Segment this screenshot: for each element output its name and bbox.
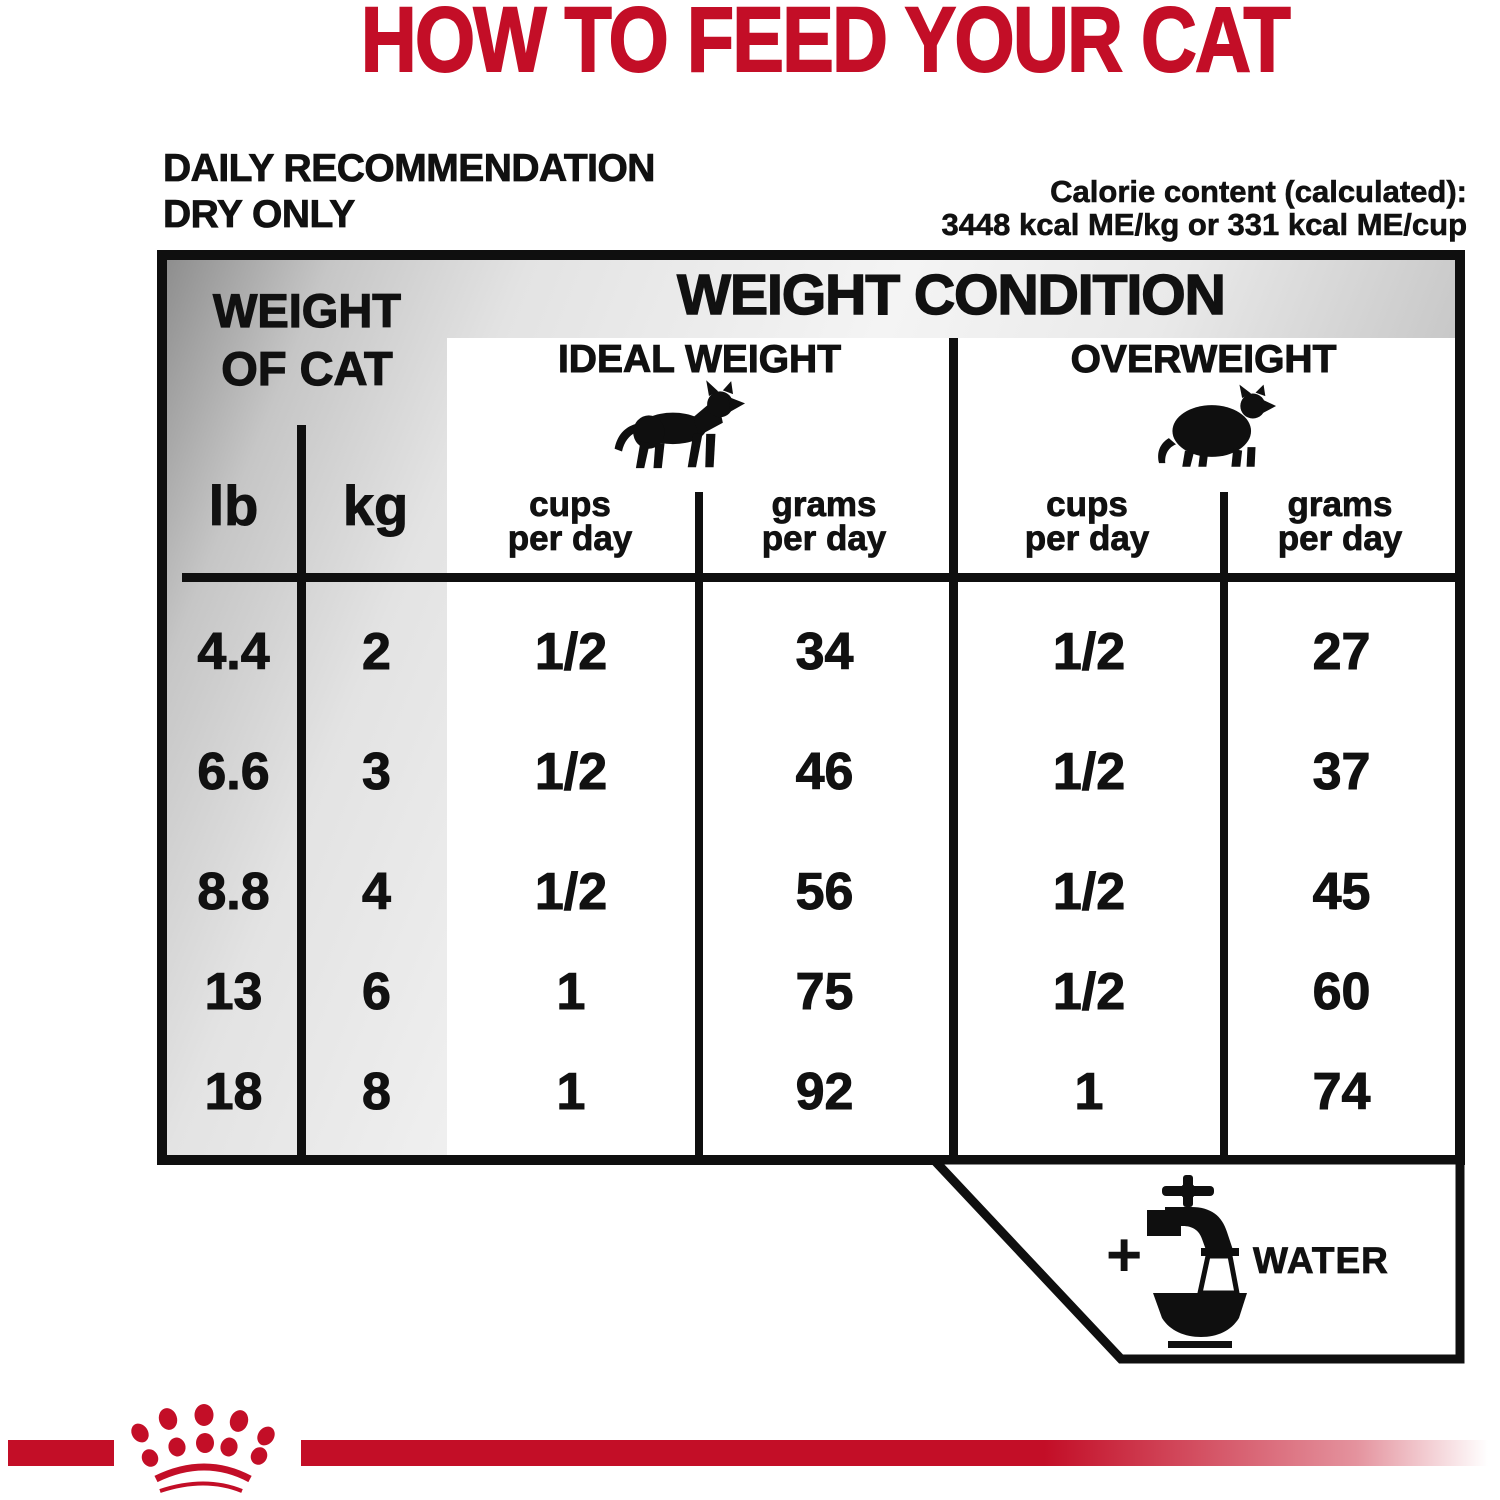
page-title: HOW TO FEED YOUR CAT	[360, 0, 1292, 92]
cell-kg: 8	[362, 1063, 392, 1122]
ideal-weight-label: IDEAL WEIGHT	[557, 338, 842, 381]
cell-over-grams: 27	[1312, 623, 1371, 682]
water-stream-icon	[1196, 1253, 1241, 1296]
cell-ideal-cups: 1/2	[534, 623, 608, 682]
brand-band-right	[301, 1440, 1500, 1466]
water-callout	[925, 1155, 1465, 1364]
cell-lb: 8.8	[197, 863, 270, 922]
water-label: WATER	[1253, 1240, 1389, 1282]
weight-of-cat-line2: OF CAT	[221, 341, 394, 395]
cell-over-grams: 37	[1312, 743, 1371, 802]
overweight-label: OVERWEIGHT	[1070, 338, 1337, 381]
royal-canin-crown-icon	[131, 1404, 275, 1493]
cell-kg: 2	[362, 623, 392, 682]
weight-condition-header: WEIGHT CONDITION	[676, 262, 1226, 328]
overweight-cups-header: cups per day	[1024, 485, 1150, 558]
cell-over-grams: 74	[1312, 1063, 1371, 1122]
section-divider	[949, 338, 958, 1155]
ideal-grams-header: grams per day	[761, 485, 887, 558]
daily-recommendation-heading: DAILY RECOMMENDATION DRY ONLY	[163, 146, 656, 238]
overweight-cups-grams-divider	[1220, 492, 1228, 1155]
cell-ideal-cups: 1/2	[534, 743, 608, 802]
unit-kg-header: kg	[342, 474, 409, 537]
cell-lb: 13	[204, 963, 263, 1022]
cell-kg: 3	[362, 743, 392, 802]
daily-recommendation-line: DAILY RECOMMENDATION	[163, 147, 656, 191]
cell-over-grams: 60	[1312, 963, 1371, 1022]
table-row: 18 8 1 92 1 74	[167, 1042, 1455, 1142]
cell-ideal-grams: 75	[795, 963, 854, 1022]
lb-kg-divider	[297, 425, 306, 1155]
cell-over-cups: 1	[1074, 1063, 1104, 1122]
calorie-line-1: Calorie content (calculated):	[1050, 174, 1467, 209]
water-bowl-icon	[1153, 1293, 1247, 1348]
cell-over-cups: 1/2	[1052, 743, 1126, 802]
cell-kg: 4	[362, 863, 392, 922]
dry-only-line: DRY ONLY	[163, 193, 356, 237]
header-separator-line	[182, 573, 1455, 582]
table-row: 6.6 3 1/2 46 1/2 37	[167, 722, 1455, 822]
weight-of-cat-header: WEIGHT OF CAT	[167, 282, 447, 398]
ideal-weight-cat-icon	[614, 380, 746, 469]
cell-ideal-cups: 1	[556, 1063, 586, 1122]
cell-over-cups: 1/2	[1052, 963, 1126, 1022]
table-row: 4.4 2 1/2 34 1/2 27	[167, 602, 1455, 702]
feeding-table: WEIGHT CONDITION WEIGHT OF CAT IDEAL WEI…	[157, 250, 1465, 1165]
cell-lb: 18	[204, 1063, 263, 1122]
unit-lb-header: lb	[208, 474, 259, 537]
cell-ideal-cups: 1	[556, 963, 586, 1022]
cell-kg: 6	[362, 963, 392, 1022]
cell-ideal-grams: 34	[795, 623, 854, 682]
calorie-content-note: Calorie content (calculated): 3448 kcal …	[941, 174, 1467, 242]
plus-icon: +	[1106, 1221, 1143, 1290]
cell-ideal-cups: 1/2	[534, 863, 608, 922]
ideal-cups-header: cups per day	[507, 485, 633, 558]
ideal-cups-grams-divider	[695, 492, 703, 1155]
cell-over-grams: 45	[1312, 863, 1371, 922]
cell-ideal-grams: 46	[795, 743, 854, 802]
cell-ideal-grams: 92	[795, 1063, 854, 1122]
overweight-grams-header: grams per day	[1277, 485, 1403, 558]
cell-ideal-grams: 56	[795, 863, 854, 922]
brand-band-left	[8, 1440, 114, 1466]
cell-lb: 6.6	[197, 743, 270, 802]
overweight-cat-icon	[1158, 384, 1277, 467]
calorie-line-2: 3448 kcal ME/kg or 331 kcal ME/cup	[941, 207, 1467, 242]
cell-lb: 4.4	[197, 623, 270, 682]
faucet-icon	[1147, 1175, 1239, 1256]
table-row: 8.8 4 1/2 56 1/2 45	[167, 842, 1455, 942]
table-row: 13 6 1 75 1/2 60	[167, 942, 1455, 1042]
cell-over-cups: 1/2	[1052, 863, 1126, 922]
cell-over-cups: 1/2	[1052, 623, 1126, 682]
weight-of-cat-line1: WEIGHT	[212, 283, 401, 337]
